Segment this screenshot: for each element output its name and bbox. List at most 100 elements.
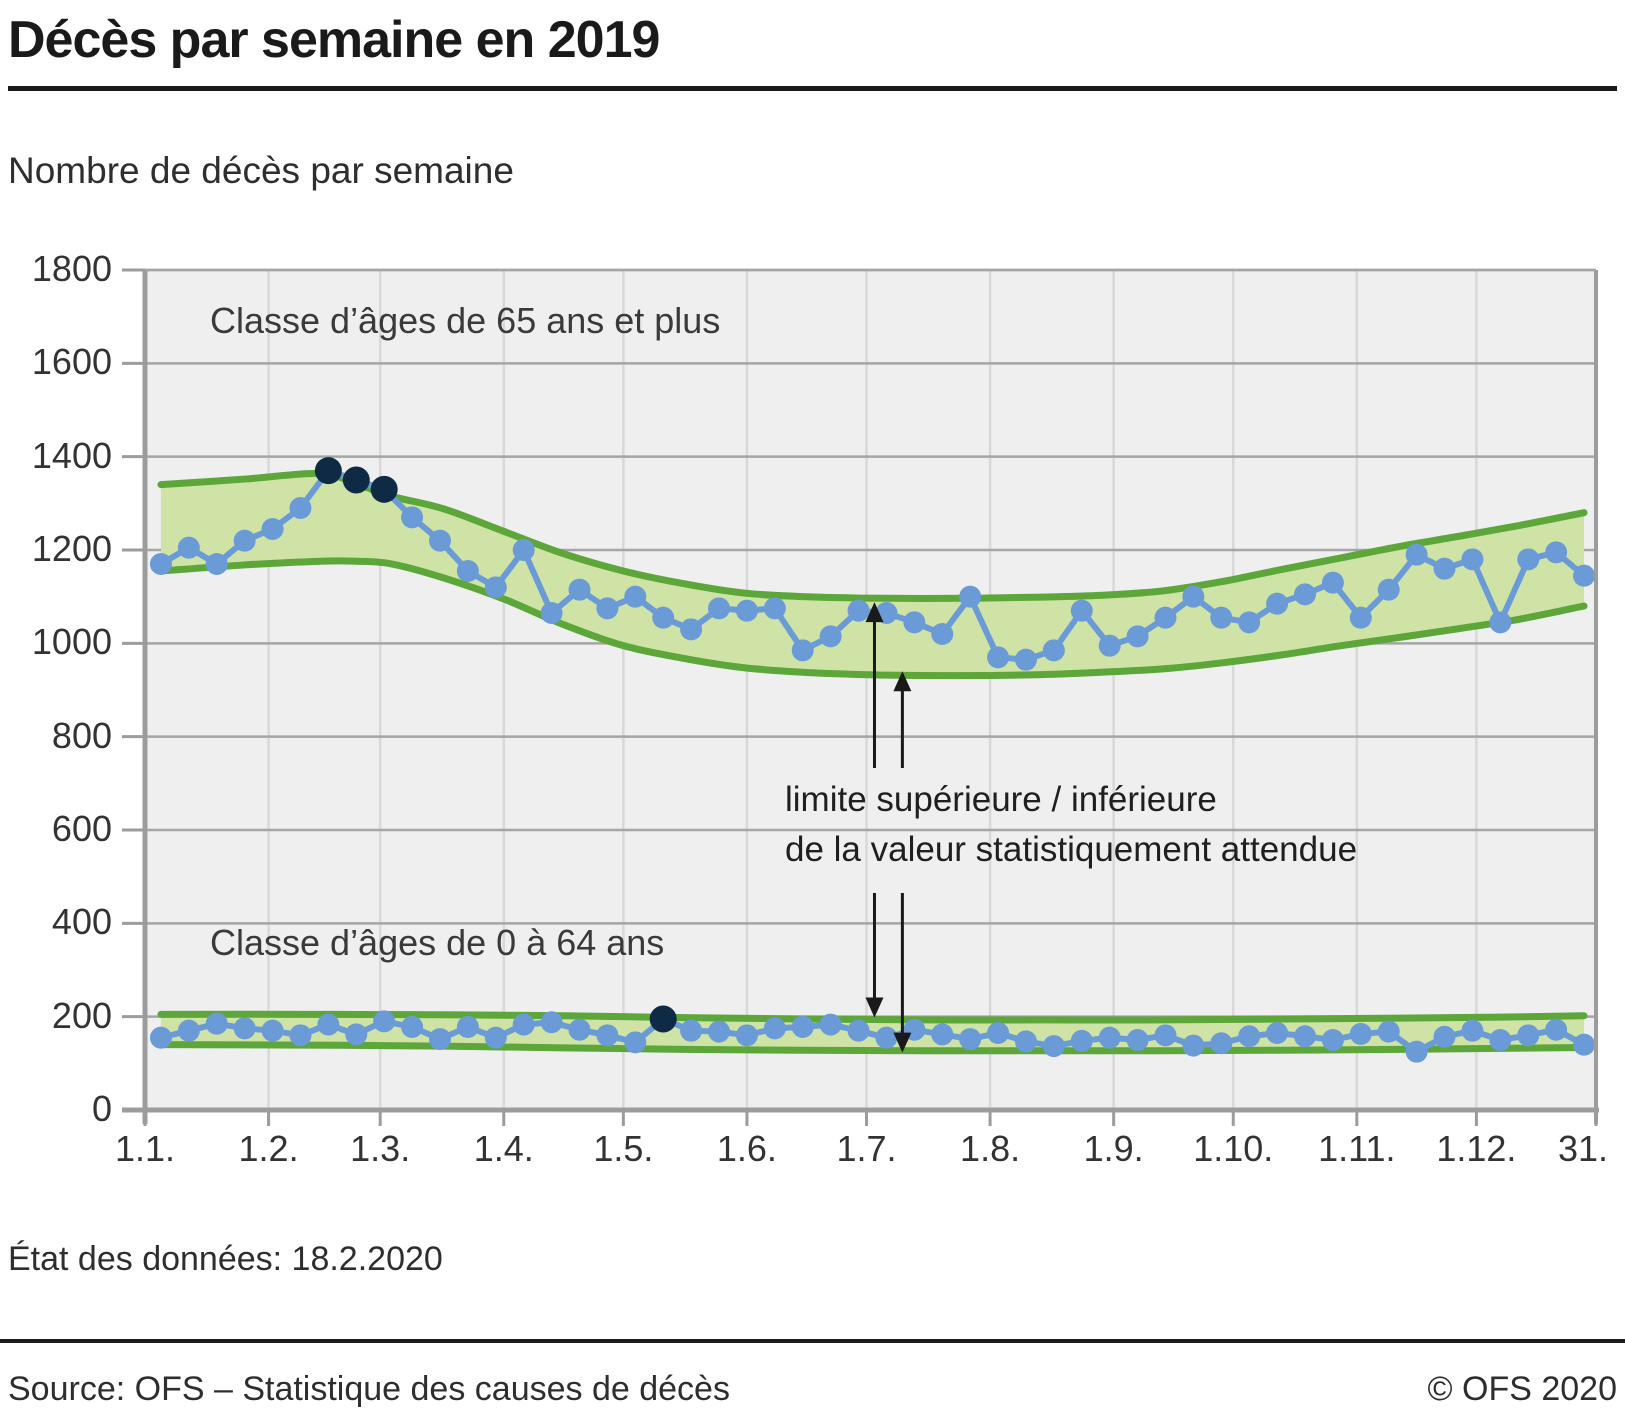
annotation-limit-line2: de la valeur statistiquement attendue	[785, 830, 1358, 869]
data-state-note: État des données: 18.2.2020	[8, 1240, 443, 1278]
data-point	[1461, 1019, 1484, 1042]
data-point	[624, 1031, 647, 1054]
data-point	[401, 506, 424, 529]
y-axis-label: 1800	[31, 248, 112, 289]
annotation-age-0-64: Classe d’âges de 0 à 64 ans	[210, 922, 665, 963]
data-point	[540, 602, 563, 624]
x-axis-label: 1.11.	[1318, 1128, 1396, 1169]
data-point	[177, 1019, 200, 1042]
data-point	[289, 1024, 312, 1047]
data-point	[1098, 634, 1121, 657]
data-point	[177, 536, 200, 559]
outlier-point	[314, 457, 342, 485]
data-point	[1321, 1029, 1344, 1051]
data-point	[317, 1013, 340, 1036]
data-point	[1349, 606, 1372, 629]
lower-limit-arrow-65plus-head	[893, 671, 912, 692]
data-point	[1545, 541, 1568, 564]
y-axis-label: 1600	[31, 341, 112, 383]
data-point	[819, 625, 842, 648]
y-axis-label: 800	[51, 714, 112, 756]
data-point	[1517, 1024, 1540, 1047]
data-point	[428, 1028, 451, 1051]
data-point	[1433, 1025, 1456, 1048]
data-point	[345, 1023, 368, 1046]
data-point	[484, 1026, 507, 1049]
data-point	[1489, 611, 1512, 634]
annotation-age-65plus: Classe d’âges de 65 ans et plus	[210, 300, 721, 341]
data-point	[1573, 564, 1596, 587]
plot-background	[145, 270, 1596, 1110]
data-point	[484, 576, 507, 599]
data-point	[1377, 1020, 1400, 1043]
data-point	[456, 1015, 479, 1038]
data-point	[959, 1028, 982, 1051]
x-axis-label: 1.8.	[960, 1128, 1021, 1169]
data-point	[540, 1011, 563, 1034]
data-point	[652, 606, 675, 629]
data-point	[1266, 1022, 1289, 1044]
data-point	[708, 1020, 731, 1043]
data-point	[456, 560, 479, 582]
data-point	[1126, 625, 1149, 648]
y-axis-label: 1400	[31, 434, 112, 476]
data-point	[568, 578, 591, 601]
x-axis-label: 31.	[1557, 1128, 1609, 1169]
chart-subtitle: Nombre de décès par semaine	[8, 150, 514, 191]
data-point	[512, 539, 535, 561]
data-point	[875, 1026, 898, 1049]
data-point	[1377, 578, 1400, 601]
data-point	[1014, 1030, 1037, 1053]
x-axis-label: 1.7.	[836, 1128, 897, 1169]
x-axis-label: 1.9.	[1083, 1128, 1144, 1169]
upper-limit-arrow-0-64-head	[865, 997, 884, 1018]
outlier-point	[370, 475, 398, 503]
page-title: Décès par semaine en 2019	[8, 11, 660, 69]
weekly-deaths-line-0-64	[160, 1016, 1586, 1055]
x-axis-label: 1.12.	[1436, 1128, 1517, 1169]
data-point	[735, 1024, 758, 1047]
data-point	[1433, 557, 1456, 580]
y-axis-label: 400	[51, 901, 112, 943]
data-point	[931, 1023, 954, 1046]
data-point	[1238, 1025, 1261, 1048]
data-point	[596, 597, 619, 620]
data-point	[205, 1012, 228, 1035]
data-point	[624, 585, 647, 608]
data-point	[847, 599, 870, 622]
y-axis-label: 600	[51, 808, 112, 849]
annotation-limit-line1: limite supérieure / inférieure	[785, 780, 1217, 819]
data-point	[261, 518, 284, 540]
data-point	[791, 1015, 814, 1038]
data-point	[1321, 571, 1344, 594]
x-axis-label: 1.4.	[473, 1128, 534, 1169]
data-point	[1405, 543, 1428, 566]
data-point	[1014, 648, 1037, 671]
data-point	[1070, 599, 1093, 622]
data-point	[149, 553, 172, 575]
data-point	[428, 529, 451, 552]
data-point	[233, 1017, 256, 1040]
data-point	[205, 553, 228, 575]
data-point	[1294, 583, 1317, 606]
outlier-point	[342, 466, 370, 494]
data-point	[680, 1019, 703, 1042]
x-axis-label: 1.2.	[238, 1128, 299, 1169]
x-axis-label: 1.6.	[716, 1128, 777, 1169]
data-point	[1545, 1018, 1568, 1041]
data-point	[1070, 1029, 1093, 1052]
data-point	[1154, 606, 1177, 629]
data-point	[512, 1013, 535, 1036]
band-lower-limit-line	[157, 557, 1588, 680]
data-point	[735, 599, 758, 622]
y-axis-label: 1000	[31, 621, 112, 663]
data-point	[1489, 1029, 1512, 1051]
footer-rule	[0, 1339, 1625, 1343]
outlier-point	[649, 1005, 677, 1033]
data-point	[1042, 1035, 1065, 1058]
copyright-note: © OFS 2020	[1427, 1370, 1617, 1408]
data-point	[1042, 639, 1065, 662]
data-point	[1238, 611, 1261, 634]
